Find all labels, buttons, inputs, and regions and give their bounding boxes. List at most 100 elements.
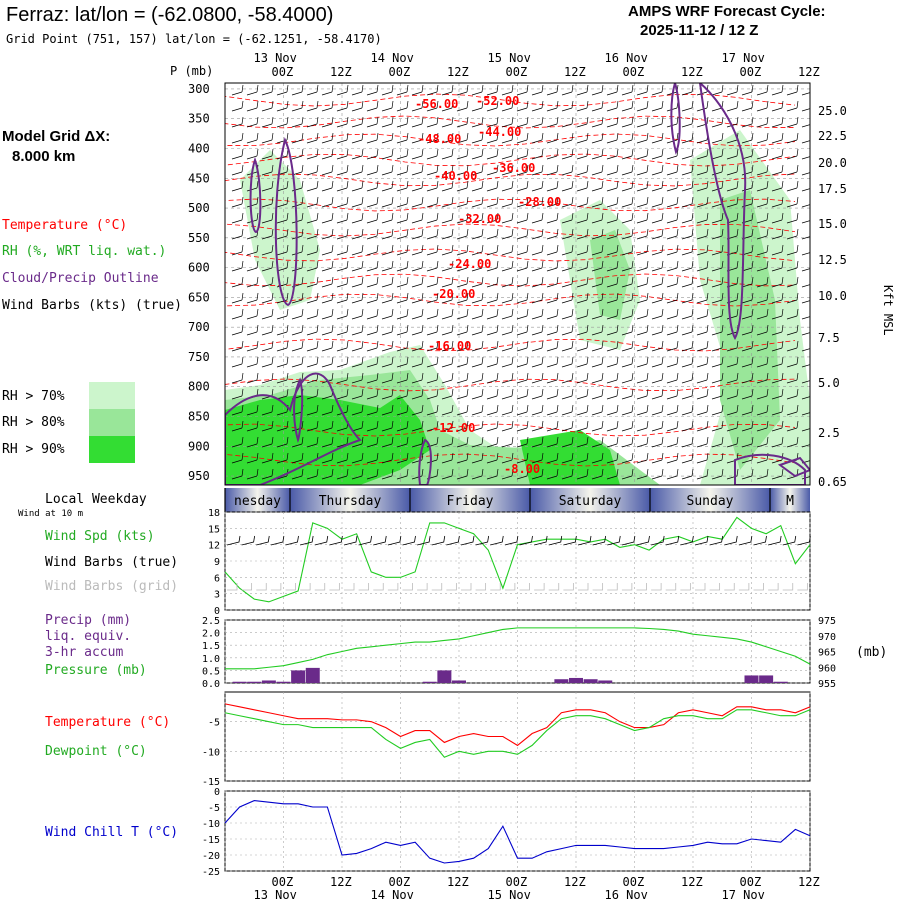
panel-tick-label: 2.0 [202,629,220,640]
wind-barb [246,196,259,208]
wind-barb [486,436,499,448]
wind-barb [381,404,394,416]
wind-barb [426,116,439,128]
wind-barb [681,388,694,400]
wind-barb [411,260,424,272]
wind-barb [426,308,439,320]
temperature-contour-label: -12.00 [432,421,475,435]
wind-barb [441,308,454,320]
wind-barb [366,452,379,464]
wind-barb [531,340,544,352]
wind-barb [621,132,634,144]
wind-barb [636,308,649,320]
wind-barb [711,228,724,240]
wind-barb [396,452,409,464]
wind-barb [591,132,604,144]
wind-barb [246,420,259,432]
wind-barb [246,372,259,384]
wind-barb [411,404,424,416]
wind-barb [231,100,244,112]
surface-wind-barb [621,535,636,546]
wind-barb [471,132,484,144]
wind-barb [666,292,679,304]
wind-barb [291,324,304,336]
wind-barb [516,212,529,224]
wind-barb [531,116,544,128]
wind-barb [606,148,619,160]
wind-barb [636,276,649,288]
wind-barb [441,276,454,288]
wind-barb [411,180,424,192]
wind-barb [426,132,439,144]
wind-barb [726,356,739,368]
wind-barb [561,276,574,288]
temperature-contour [225,173,796,187]
wind-barb [696,228,709,240]
wind-barb [441,244,454,256]
wind-barb [531,324,544,336]
surface-wind-barb [417,535,431,546]
wind-barb [366,132,379,144]
height-tick-label: 25.0 [818,104,847,118]
wind-barb [486,132,499,144]
wind-barb [591,340,604,352]
wind-barb [396,100,409,112]
wind-barb [651,164,664,176]
wind-barb [786,244,799,256]
wind-barb [801,124,810,128]
wind-barb [741,292,754,304]
wind-barb [276,100,289,112]
temperature-contour [225,115,796,129]
wind-barb [621,180,634,192]
wind-barb [741,324,754,336]
wind-barb [351,436,364,448]
wind-barb [666,196,679,208]
wind-barb [306,260,319,272]
wind-barb [516,164,529,176]
precip-bar [437,670,452,683]
wind-barb [576,420,589,432]
wind-barb [231,324,244,336]
temperature-contour [225,293,796,307]
wind-barb [336,388,349,400]
wind-barb [411,292,424,304]
wind-barb [426,212,439,224]
wind-barb [726,100,739,112]
wind-barb [291,436,304,448]
wind-barb [801,268,810,272]
wind-barb [591,212,604,224]
wind-barb [801,396,810,400]
surface-wind-barb [329,535,343,546]
surface-wind-barb [256,535,270,546]
surface-wind-barb [300,535,314,546]
wind-barb [441,292,454,304]
wind-barb [681,276,694,288]
top-time-tick: 00Z [740,65,762,79]
wind-barb [786,356,799,368]
wind-barb [516,420,529,432]
wind-barb [546,452,559,464]
wind-barb [756,404,769,416]
wind-barb [651,244,664,256]
weekday-segment [410,488,530,512]
grid-dx-label: Model Grid ΔX: [2,128,111,145]
surface-wind-barb [314,535,329,546]
wind-barb [561,180,574,192]
wind-barb [291,84,304,96]
wind-barb [501,84,514,96]
rh80-swatch [89,409,135,436]
grid-wind-barb [724,583,735,591]
wind-barb [531,452,544,464]
bottom-date-label: 16 Nov [605,888,648,900]
wind-barb [531,180,544,192]
temperature-contour [225,133,796,147]
wind-barb [501,164,514,176]
temperature-label: Temperature (°C) [45,715,171,730]
wind-barb [456,276,469,288]
wind-barb [426,196,439,208]
wind-barb [681,100,694,112]
wind-barb [546,292,559,304]
wind-barb [411,324,424,336]
wind-barb [546,196,559,208]
wind-barb [696,420,709,432]
